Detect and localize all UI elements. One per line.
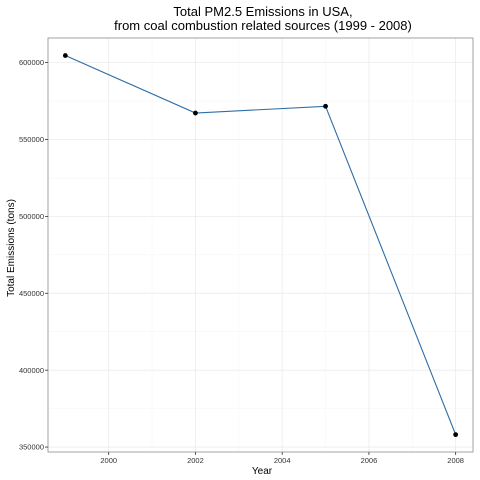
y-axis-title: Total Emissions (tons) <box>6 199 17 297</box>
data-point <box>453 432 458 437</box>
y-tick-label: 450000 <box>19 289 44 298</box>
x-tick-label: 2000 <box>100 456 117 465</box>
chart-title: Total PM2.5 Emissions in USA, <box>173 4 352 19</box>
series-lines <box>65 56 455 435</box>
x-tick-label: 2002 <box>187 456 204 465</box>
data-point <box>63 53 68 58</box>
x-tick-label: 2006 <box>361 456 378 465</box>
plot-panel-border <box>48 38 473 452</box>
x-axis-ticks: 2000 2002 2004 2006 2008 <box>100 452 464 465</box>
y-tick-label: 600000 <box>19 58 44 67</box>
x-tick-label: 2004 <box>274 456 291 465</box>
y-tick-label: 550000 <box>19 135 44 144</box>
y-tick-label: 500000 <box>19 212 44 221</box>
y-axis-ticks: 350000 400000 450000 500000 550000 600000 <box>19 58 48 451</box>
y-tick-label: 400000 <box>19 366 44 375</box>
x-tick-label: 2008 <box>447 456 464 465</box>
data-point <box>193 111 198 116</box>
y-tick-label: 350000 <box>19 443 44 452</box>
chart-subtitle: from coal combustion related sources (19… <box>114 18 412 33</box>
series-points <box>63 53 458 437</box>
x-axis-title: Year <box>252 466 273 477</box>
data-point <box>323 104 328 109</box>
series-line <box>65 56 455 435</box>
grid <box>48 38 473 452</box>
